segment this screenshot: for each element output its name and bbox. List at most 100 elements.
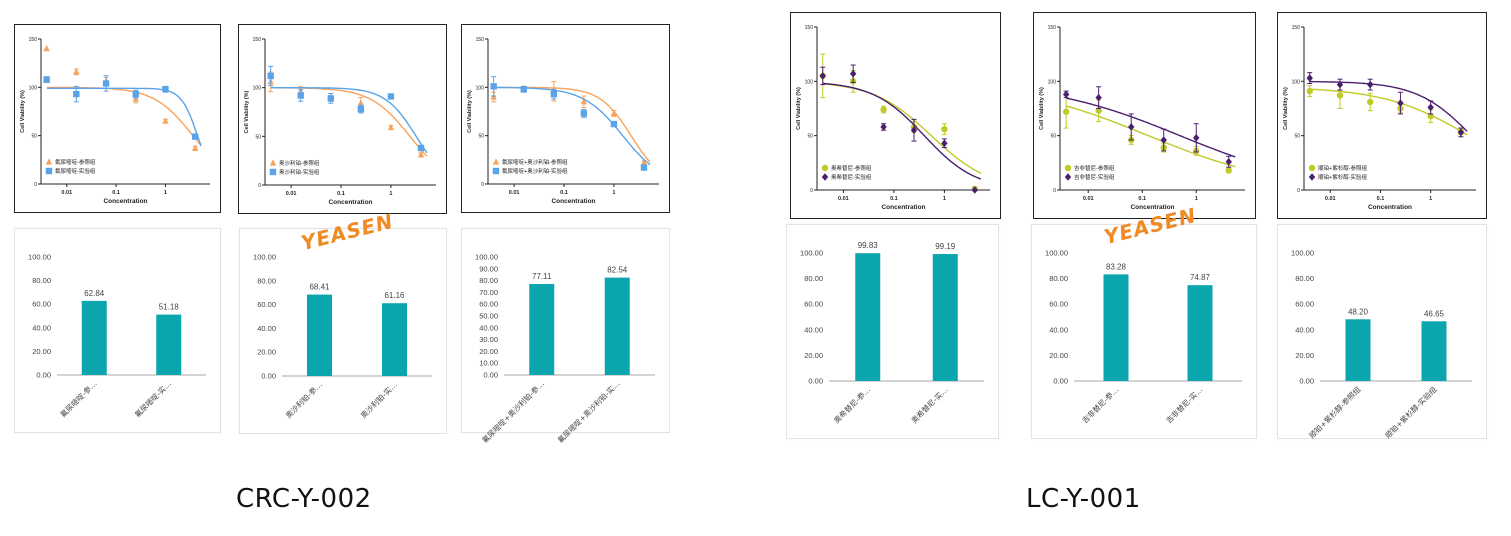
- x-tick-label: 0.1: [337, 191, 345, 197]
- y-tick-label: 60.00: [479, 300, 498, 309]
- data-label: 99.19: [935, 242, 956, 251]
- y-tick-label: 50: [478, 134, 484, 140]
- data-point: [580, 110, 588, 117]
- category-label: 奥沙利铂-实…: [358, 379, 399, 420]
- y-axis-label: Cell Viability (%): [796, 87, 802, 130]
- dose-response-chart-5: 0 50 100 150 0.01 0.1 1 Concentration Cell Viabi…: [1033, 12, 1256, 219]
- legend-label: 吉非替尼-参照组: [1074, 164, 1115, 172]
- data-point: [191, 133, 199, 140]
- y-tick-label: 80.00: [479, 276, 498, 285]
- x-axis-label: Concentration: [328, 199, 372, 206]
- data-point: [550, 90, 558, 98]
- x-tick-label: 0.01: [838, 196, 849, 202]
- fit-curve: [271, 87, 428, 154]
- x-tick-label: 0.1: [112, 190, 120, 196]
- y-tick-label: 10.00: [479, 359, 498, 368]
- data-label: 77.11: [532, 272, 552, 281]
- data-point: [357, 99, 365, 106]
- fit-curve: [494, 86, 651, 163]
- dose-response-chart-1: 0 50 100 150 0.01 0.1 1 Concentration Cell Viabi…: [14, 24, 221, 213]
- y-tick-label: 60.00: [1049, 300, 1068, 309]
- fit-curve: [1309, 88, 1468, 136]
- legend-label: 奥希替尼-参照组: [831, 164, 872, 172]
- data-point: [1367, 80, 1374, 89]
- dose-response-chart-4: 0 50 100 150 0.01 0.1 1 Concentration Cell Viabi…: [790, 12, 1001, 219]
- bar: [855, 253, 881, 381]
- legend-label: 氟尿嘧啶+奥沙利铂-参照组: [502, 158, 568, 166]
- fit-curve: [46, 86, 202, 147]
- y-tick-label: 0: [1297, 188, 1300, 194]
- y-tick-label: 20.00: [257, 348, 276, 357]
- data-point: [1306, 87, 1313, 95]
- data-point: [1397, 99, 1404, 107]
- legend-marker: [821, 164, 829, 172]
- data-label: 83.28: [1106, 262, 1127, 271]
- x-tick-label: 0.1: [1138, 196, 1146, 202]
- category-label: 奥沙利铂-参…: [283, 379, 324, 420]
- legend-label: 氟尿嘧啶-实验组: [55, 167, 96, 175]
- data-point: [1336, 80, 1344, 89]
- x-tick-label: 0.1: [1377, 196, 1385, 202]
- group-label-lc: LC-Y-001: [1026, 484, 1141, 514]
- y-tick-label: 80.00: [32, 276, 51, 285]
- x-tick-label: 0.01: [286, 191, 297, 197]
- y-tick-label: 150: [1292, 25, 1301, 31]
- y-tick-label: 0.00: [36, 371, 51, 380]
- fit-curve: [494, 86, 651, 166]
- legend-marker: [269, 159, 277, 166]
- y-tick-label: 50: [1050, 134, 1056, 140]
- legend-label: 奥沙利铂-实验组: [279, 168, 320, 176]
- category-label: 奥希替尼-实…: [909, 384, 950, 425]
- data-label: 51.18: [159, 303, 180, 312]
- x-axis-label: Concentration: [881, 204, 925, 211]
- y-tick-label: 0: [1053, 188, 1056, 194]
- y-tick-label: 100.00: [1045, 249, 1068, 258]
- bar: [1187, 285, 1213, 381]
- y-tick-label: 100: [805, 79, 814, 85]
- fit-curve: [1066, 97, 1236, 158]
- bar-chart-6: 0.00 20.00 40.00 60.00 80.00 100.00 48.20 顺铂+紫杉…: [1277, 224, 1487, 440]
- y-axis-label: Cell Viability (%): [1283, 87, 1289, 130]
- category-label: 顺铂+紫杉醇-实验组: [1383, 384, 1439, 440]
- y-tick-label: 0.00: [1299, 377, 1314, 386]
- x-tick-label: 1: [612, 190, 615, 196]
- x-tick-label: 0.01: [1083, 196, 1094, 202]
- x-tick-label: 0.01: [509, 190, 520, 196]
- legend-marker: [492, 167, 500, 175]
- bar-chart-1: 0.00 20.00 40.00 60.00 80.00 100.00 62.84 氟尿嘧啶-…: [14, 228, 221, 433]
- dose-response-chart-2: 0 50 100 150 0.01 0.1 1 Concentration Cell Viabi…: [238, 24, 447, 214]
- data-label: 46.65: [1424, 309, 1445, 318]
- data-point: [387, 123, 395, 131]
- data-label: 82.54: [607, 266, 628, 275]
- y-axis-label: Cell Viability (%): [1039, 87, 1045, 130]
- data-point: [819, 72, 826, 80]
- category-label: 氟尿嘧啶+奥沙利铂-实…: [555, 378, 621, 444]
- fit-curve: [823, 82, 982, 180]
- legend-marker: [269, 168, 277, 176]
- y-axis-label: Cell Viability (%): [20, 90, 26, 133]
- group-label-crc: CRC-Y-002: [236, 484, 372, 514]
- dose-response-chart-6: 0 50 100 150 0.01 0.1 1 Concentration Cell Viabi…: [1277, 12, 1487, 219]
- category-label: 吉非替尼-参…: [1080, 384, 1121, 425]
- data-point: [1225, 167, 1232, 174]
- y-tick-label: 0: [481, 182, 484, 188]
- y-tick-label: 40.00: [804, 325, 823, 334]
- data-point: [43, 44, 50, 52]
- y-tick-label: 0: [258, 183, 261, 189]
- y-tick-label: 100: [1292, 79, 1301, 85]
- x-tick-label: 0.1: [560, 190, 568, 196]
- bar-chart-5: 0.00 20.00 40.00 60.00 80.00 100.00 83.28 吉非替尼-…: [1031, 224, 1257, 439]
- data-point: [610, 109, 618, 117]
- data-point: [610, 120, 618, 128]
- category-label: 氟尿嘧啶-参…: [58, 378, 99, 419]
- legend-marker: [1064, 164, 1072, 172]
- y-axis-label: Cell Viability (%): [244, 90, 250, 133]
- y-tick-label: 20.00: [479, 347, 498, 356]
- data-label: 48.20: [1348, 307, 1369, 316]
- x-axis-label: Concentration: [103, 198, 147, 205]
- y-tick-label: 50: [807, 134, 813, 140]
- bar: [1421, 321, 1447, 381]
- data-point: [1306, 74, 1313, 82]
- legend-marker: [45, 167, 53, 175]
- legend-marker: [1064, 173, 1072, 181]
